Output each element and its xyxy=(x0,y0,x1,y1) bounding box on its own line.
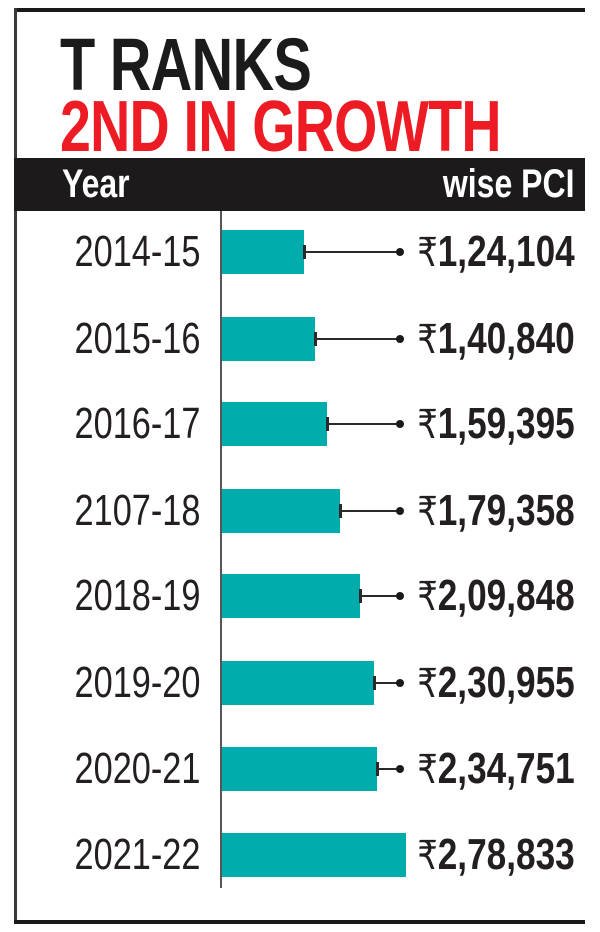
rupee-icon: ₹ xyxy=(417,489,438,535)
pci-bar xyxy=(222,489,340,533)
pci-value-number: 2,34,751 xyxy=(437,744,575,793)
pci-value-number: 1,24,104 xyxy=(437,227,575,276)
leader-line xyxy=(360,595,400,597)
leader-dot xyxy=(396,679,404,687)
rupee-icon: ₹ xyxy=(417,661,438,707)
leader-dot xyxy=(396,592,404,600)
pci-value-label: ₹2,30,955 xyxy=(417,658,575,707)
rupee-icon: ₹ xyxy=(417,230,438,276)
frame-bottom-border xyxy=(14,920,585,924)
rupee-icon: ₹ xyxy=(417,402,438,448)
pci-value-number: 1,79,358 xyxy=(437,486,575,535)
leader-dot xyxy=(396,420,404,428)
bar-row: 2021-22 ₹2,78,833 xyxy=(0,830,600,879)
pci-value-number: 2,30,955 xyxy=(437,658,575,707)
year-label: 2018-19 xyxy=(74,571,200,620)
rupee-icon: ₹ xyxy=(417,317,438,363)
pci-value-number: 1,59,395 xyxy=(437,399,575,448)
rupee-icon: ₹ xyxy=(417,747,438,793)
pci-bar xyxy=(222,747,377,791)
rupee-icon: ₹ xyxy=(417,833,438,879)
frame-left-border xyxy=(14,8,17,924)
year-label: 2107-18 xyxy=(74,486,200,535)
pci-value-label: ₹1,79,358 xyxy=(417,486,575,535)
pci-value-label: ₹2,09,848 xyxy=(417,571,575,620)
rupee-icon: ₹ xyxy=(417,574,438,620)
chart-title-line-2: 2ND IN GROWTH xyxy=(60,87,502,167)
leader-dot xyxy=(396,335,404,343)
bar-row: 2107-18 ₹1,79,358 xyxy=(0,486,600,535)
leader-line xyxy=(374,682,400,684)
leader-line xyxy=(304,251,400,253)
leader-line xyxy=(327,423,400,425)
year-label: 2019-20 xyxy=(74,658,200,707)
year-label: 2014-15 xyxy=(74,227,200,276)
year-label: 2020-21 xyxy=(74,744,200,793)
leader-line xyxy=(315,338,400,340)
bar-row: 2018-19 ₹2,09,848 xyxy=(0,571,600,620)
pci-value-label: ₹2,34,751 xyxy=(417,744,575,793)
pci-value-label: ₹1,40,840 xyxy=(417,314,575,363)
bar-row: 2019-20 ₹2,30,955 xyxy=(0,658,600,707)
pci-value-label: ₹1,24,104 xyxy=(417,227,575,276)
pci-bar xyxy=(222,230,304,274)
column-header-band xyxy=(14,158,585,211)
column-header-pci: wise PCI xyxy=(443,162,575,206)
pci-value-number: 2,78,833 xyxy=(437,830,575,879)
pci-bar xyxy=(222,833,406,877)
bar-row: 2020-21 ₹2,34,751 xyxy=(0,744,600,793)
pci-bar xyxy=(222,574,360,618)
bar-row: 2015-16 ₹1,40,840 xyxy=(0,314,600,363)
pci-value-number: 1,40,840 xyxy=(437,314,575,363)
year-label: 2021-22 xyxy=(74,830,200,879)
leader-dot xyxy=(396,248,404,256)
pci-bar xyxy=(222,402,327,446)
pci-value-label: ₹2,78,833 xyxy=(417,830,575,879)
bar-row: 2016-17 ₹1,59,395 xyxy=(0,399,600,448)
pci-value-label: ₹1,59,395 xyxy=(417,399,575,448)
year-label: 2015-16 xyxy=(74,314,200,363)
column-header-year: Year xyxy=(62,162,130,206)
pci-value-number: 2,09,848 xyxy=(437,571,575,620)
pci-bar xyxy=(222,317,315,361)
leader-line xyxy=(340,510,400,512)
frame-top-border xyxy=(14,8,585,12)
bar-row: 2014-15 ₹1,24,104 xyxy=(0,227,600,276)
leader-dot xyxy=(396,765,404,773)
leader-line xyxy=(377,768,400,770)
chart-title-line-1: T RANKS xyxy=(60,23,312,106)
year-label: 2016-17 xyxy=(74,399,200,448)
pci-bar xyxy=(222,661,374,705)
leader-dot xyxy=(396,507,404,515)
category-axis-line xyxy=(220,211,222,888)
